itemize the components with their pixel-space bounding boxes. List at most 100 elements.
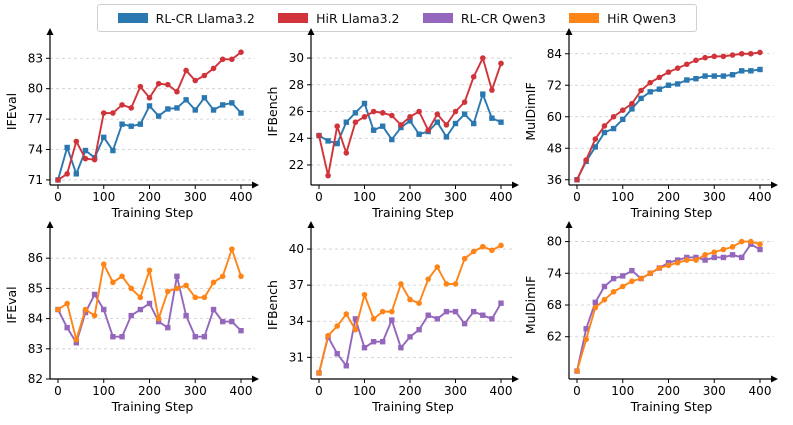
data-point <box>352 119 359 125</box>
data-point <box>334 351 340 357</box>
x-axis-arrow <box>252 375 259 383</box>
data-point <box>64 324 70 331</box>
data-point <box>748 50 754 57</box>
x-tick-label: 200 <box>138 190 161 204</box>
x-axis-arrow <box>512 375 519 383</box>
data-point <box>174 285 180 292</box>
data-point <box>407 114 413 120</box>
y-axis-label: MulDimIF <box>523 82 538 140</box>
data-point <box>748 238 754 245</box>
data-point <box>443 308 450 315</box>
y-axis-arrow <box>46 221 54 228</box>
data-point <box>192 107 198 113</box>
data-point <box>443 122 450 128</box>
x-tick-label: 400 <box>230 384 253 398</box>
x-tick-label: 200 <box>657 384 680 398</box>
data-point <box>343 311 350 317</box>
data-point <box>73 138 80 145</box>
data-point <box>379 308 386 315</box>
data-point <box>219 56 226 63</box>
data-point <box>711 73 717 79</box>
data-point <box>100 110 107 116</box>
data-point <box>183 312 189 319</box>
x-tick-label: 0 <box>315 384 323 398</box>
y-tick-label: 83 <box>28 51 43 65</box>
data-point <box>425 276 432 282</box>
data-point <box>592 144 598 150</box>
y-axis-arrow <box>307 28 315 35</box>
data-point <box>583 326 589 332</box>
data-point <box>592 299 598 306</box>
legend-label: HiR Qwen3 <box>607 10 677 26</box>
data-point <box>398 122 404 128</box>
data-point <box>693 75 699 82</box>
data-point <box>638 87 644 94</box>
data-point <box>352 110 359 116</box>
data-point <box>229 246 235 252</box>
data-point <box>110 279 116 286</box>
data-point <box>325 332 331 339</box>
x-tick-label: 400 <box>230 190 253 204</box>
data-point <box>592 136 599 142</box>
data-point <box>434 316 440 322</box>
data-point <box>165 288 171 295</box>
data-point <box>470 248 477 255</box>
data-point <box>220 318 226 325</box>
data-point <box>425 312 431 318</box>
data-point <box>656 74 663 81</box>
data-point <box>370 316 377 322</box>
data-point <box>416 300 422 306</box>
data-point <box>64 171 70 177</box>
data-point <box>119 334 125 340</box>
data-point <box>416 108 422 115</box>
data-point <box>343 119 349 125</box>
data-point <box>407 334 413 340</box>
y-axis-arrow <box>46 28 54 35</box>
data-point <box>629 278 635 285</box>
x-axis-label: Training Step <box>371 205 454 220</box>
data-point <box>583 157 589 163</box>
y-tick-label: 60 <box>547 110 562 124</box>
data-point <box>489 316 495 322</box>
y-tick-label: 72 <box>547 78 562 92</box>
data-point <box>201 95 208 101</box>
data-point <box>219 273 226 280</box>
x-axis-label: Training Step <box>630 205 713 220</box>
data-point <box>407 296 413 303</box>
x-axis-label: Training Step <box>371 399 454 414</box>
data-point <box>610 113 617 120</box>
x-tick-label: 200 <box>399 190 422 204</box>
data-point <box>629 100 635 107</box>
data-point <box>583 336 589 343</box>
y-tick-label: 83 <box>28 342 43 356</box>
data-point <box>601 283 608 290</box>
y-tick-label: 84 <box>547 47 562 61</box>
data-point <box>238 273 244 280</box>
y-tick-label: 80 <box>547 235 562 249</box>
x-tick-label: 0 <box>573 190 581 204</box>
data-point <box>425 127 432 134</box>
legend-swatch <box>278 13 309 23</box>
data-point <box>757 66 763 73</box>
y-tick-label: 24 <box>289 131 304 145</box>
data-point <box>638 275 644 282</box>
data-point <box>434 264 441 270</box>
data-point <box>592 304 599 311</box>
data-point <box>119 102 125 108</box>
x-tick-label: 300 <box>444 190 467 204</box>
data-point <box>398 281 404 287</box>
legend: RL-CR Llama3.2 HiR Llama3.2 RL-CR Qwen3 … <box>97 4 697 32</box>
data-point <box>146 300 153 307</box>
y-tick-label: 86 <box>28 251 43 265</box>
data-point <box>489 87 495 93</box>
legend-item-hir-qwen: HiR Qwen3 <box>569 11 676 26</box>
data-point <box>620 116 626 123</box>
y-tick-label: 74 <box>547 266 562 280</box>
data-point <box>610 275 617 282</box>
data-point <box>343 363 349 369</box>
y-tick-label: 84 <box>28 312 43 326</box>
data-point <box>137 294 144 301</box>
data-point <box>452 108 459 115</box>
data-point <box>452 308 459 315</box>
